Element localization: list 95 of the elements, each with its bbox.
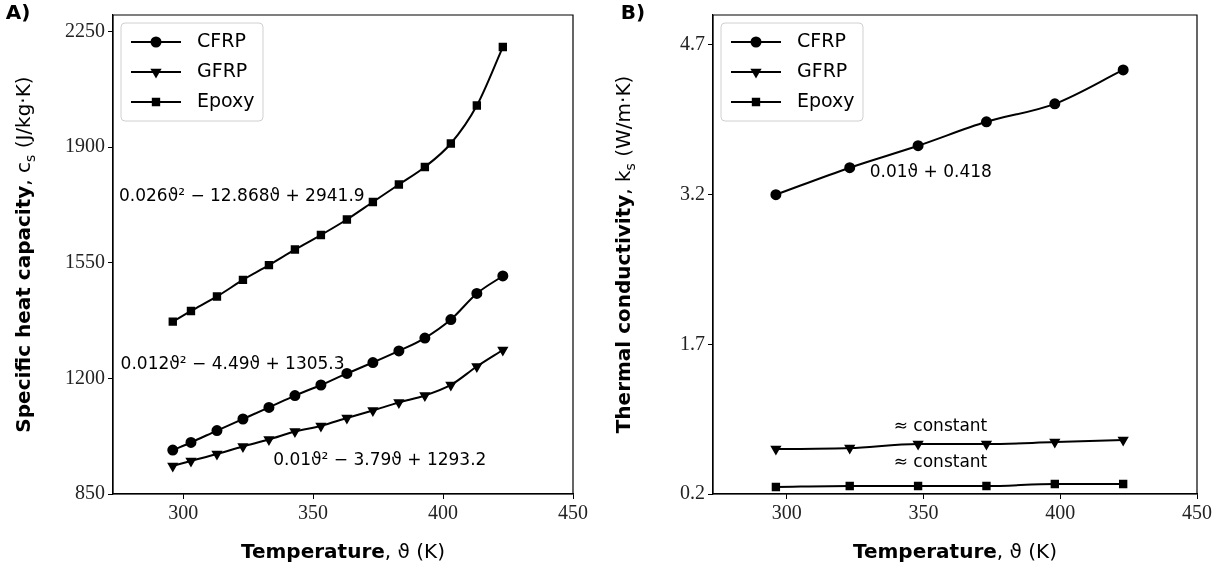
x-tick-label: 350 — [298, 501, 329, 524]
x-axis-title: Temperature, ϑ (K) — [240, 539, 446, 564]
point — [342, 414, 352, 424]
point — [342, 215, 352, 224]
point — [212, 292, 222, 301]
point — [186, 457, 196, 467]
point — [264, 436, 274, 445]
y-axis-title: Thermal conductivity, ks (W/m·K) — [611, 75, 638, 434]
annotation: 0.01ϑ + 0.418 — [869, 161, 992, 182]
point — [1049, 98, 1061, 110]
x-tick-label: 300 — [168, 501, 199, 524]
point — [237, 413, 249, 425]
point — [368, 197, 378, 207]
point — [367, 407, 378, 416]
point — [316, 422, 326, 432]
chart-title: B) — [620, 0, 646, 25]
point — [913, 481, 923, 491]
x-tick-label: 400 — [428, 501, 459, 524]
point — [471, 287, 483, 299]
x-tick-label: 450 — [558, 501, 588, 524]
annotation: ≈ constant — [893, 415, 988, 436]
annotation: 0.01ϑ² − 3.79ϑ + 1293.2 — [273, 448, 487, 469]
point — [913, 440, 923, 450]
point — [167, 462, 178, 472]
point — [498, 42, 508, 52]
y-tick-label: 4.7 — [680, 32, 705, 55]
legend-label: Epoxy — [197, 88, 255, 111]
point — [912, 140, 924, 152]
point — [290, 428, 300, 438]
legend-label: CFRP — [197, 28, 246, 51]
point — [168, 317, 177, 326]
x-tick-label: 400 — [1045, 501, 1076, 524]
point — [771, 445, 781, 455]
point — [211, 425, 223, 437]
point — [238, 443, 248, 452]
point — [1050, 479, 1059, 489]
y-tick-label: 2250 — [65, 18, 105, 41]
point — [446, 139, 456, 148]
x-tick-label: 300 — [771, 501, 802, 524]
point — [770, 189, 782, 201]
point — [263, 401, 275, 413]
point — [1118, 436, 1129, 446]
legend-label: GFRP — [197, 58, 248, 81]
point — [394, 180, 404, 189]
point — [981, 440, 992, 450]
y-tick-label: 1200 — [65, 365, 105, 388]
legend-label: Epoxy — [797, 88, 855, 111]
annotation: ≈ constant — [893, 451, 988, 472]
point — [845, 481, 854, 491]
point — [1049, 438, 1060, 448]
chart-title: A) — [5, 0, 31, 25]
point — [186, 306, 196, 316]
point — [982, 481, 991, 491]
point — [844, 162, 856, 174]
point — [471, 363, 482, 372]
point — [367, 357, 379, 369]
point — [445, 314, 457, 326]
legend-label: CFRP — [797, 28, 846, 51]
point — [472, 101, 482, 110]
point — [1117, 64, 1129, 76]
point — [844, 444, 855, 454]
y-tick-label: 3.2 — [680, 181, 705, 204]
point — [771, 482, 781, 492]
annotation: 0.012ϑ² − 4.49ϑ + 1305.3 — [120, 353, 345, 374]
y-tick-label: 1900 — [65, 134, 105, 157]
point — [185, 436, 197, 448]
x-tick-label: 350 — [908, 501, 939, 524]
x-tick-label: 450 — [1182, 501, 1212, 524]
point — [445, 381, 456, 391]
point — [316, 230, 326, 240]
point — [497, 270, 509, 282]
point — [290, 245, 300, 254]
point — [393, 399, 404, 408]
point — [419, 392, 430, 402]
x-axis-title: Temperature, ϑ (K) — [852, 539, 1058, 564]
legend-label: GFRP — [797, 58, 848, 81]
point — [341, 367, 353, 379]
y-tick-label: 0.2 — [680, 481, 705, 504]
point — [393, 345, 405, 357]
point — [1118, 479, 1128, 489]
point — [497, 346, 508, 356]
point — [419, 332, 431, 344]
y-tick-label: 1550 — [65, 250, 105, 273]
y-axis-title: Specific heat capacity, cs (J/kg·K) — [11, 76, 38, 433]
point — [289, 390, 301, 402]
y-tick-label: 1.7 — [680, 331, 705, 354]
y-tick-label: 850 — [75, 481, 105, 504]
annotation: 0.026ϑ² − 12.868ϑ + 2941.9 — [119, 185, 365, 206]
point — [315, 379, 327, 391]
point — [212, 450, 222, 460]
point — [238, 275, 248, 285]
point — [420, 162, 430, 172]
point — [264, 260, 274, 270]
point — [980, 116, 992, 128]
point — [167, 444, 179, 456]
